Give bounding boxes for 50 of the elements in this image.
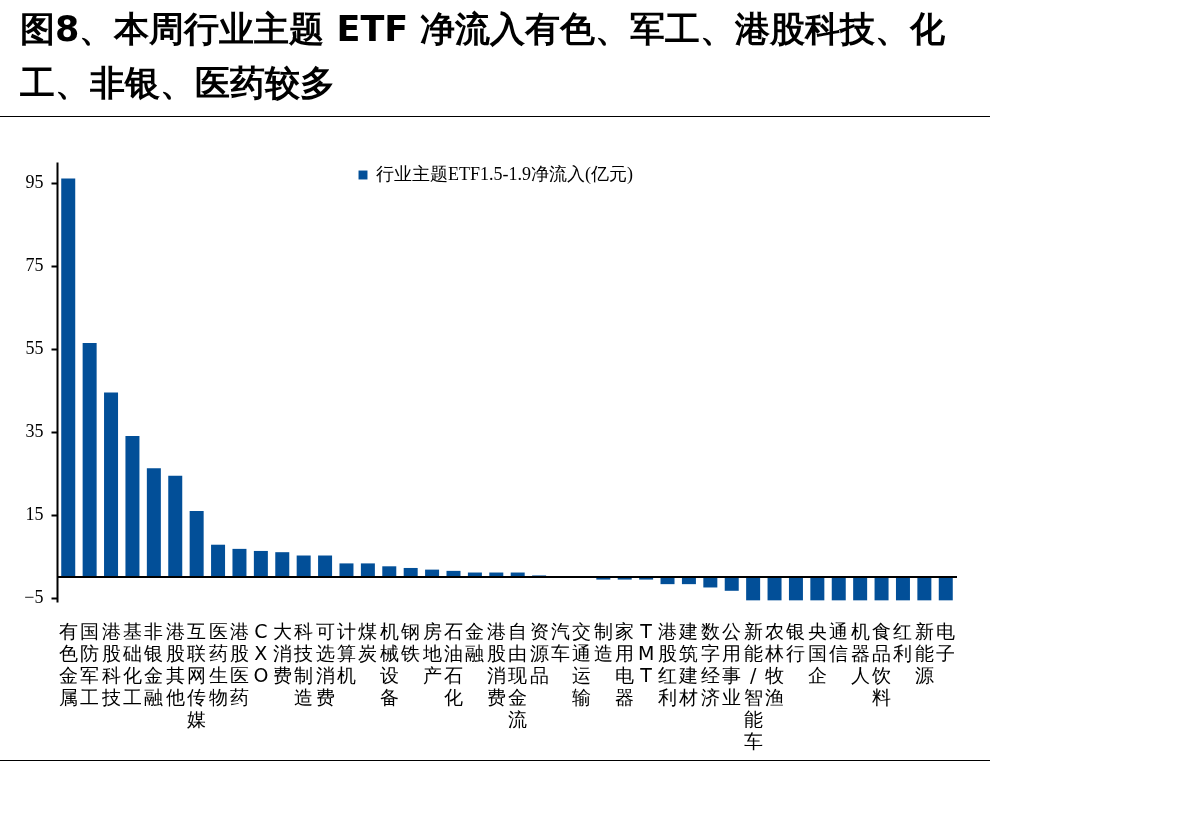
x-tick-label: 互联网传媒 [187,619,207,730]
x-tick-label: 汽车 [551,619,571,664]
x-tick-label: 资源品 [529,619,549,686]
y-tick-label: 15 [25,504,44,525]
x-tick-label: 电子 [936,619,956,664]
x-tick-label: 新能/智能车 [743,619,763,752]
x-tick-label: 港股医药 [229,619,249,708]
x-tick-label: TMT [637,619,655,686]
x-tick-label: 食品饮料 [871,619,892,708]
x-tick-label: 红利 [893,619,913,664]
x-tick-label: 医药生物 [208,619,228,708]
x-tick-label: 非银金融 [143,619,164,708]
x-tick-label: 港股红利 [658,619,678,708]
x-tick-label: 数字经济 [700,619,720,708]
x-tick-label: 央国企 [807,619,827,686]
x-tick-label: 农林牧渔 [764,619,785,708]
x-tick-label: 建筑建材 [678,619,699,708]
x-tick-label: 石油石化 [443,619,463,708]
x-tick-label: 煤炭 [358,619,378,664]
x-tick-label: 有色金属 [58,619,78,708]
x-tick-label: 房地产 [421,619,442,686]
x-tick-label: 公用事业 [722,619,742,708]
y-tick-label: 75 [25,255,44,276]
x-tick-label: 港股消费 [486,619,506,708]
x-tick-label: 新能源 [914,619,934,686]
x-tick-label: 家用电器 [615,619,635,708]
x-tick-label: 制造 [593,619,613,664]
x-tick-label: 科技制造 [293,619,314,708]
x-tick-label: 银行 [785,619,806,664]
x-tick-label: 机器人 [850,619,870,686]
x-tick-label: 可选消费 [315,619,335,708]
x-tick-label: 基础化工 [121,619,142,708]
x-tick-label: 大消费 [272,619,292,686]
y-tick-label: 55 [25,338,44,359]
x-tick-label: 计算机 [336,619,356,686]
x-tick-label: 港股其他 [165,619,185,708]
x-tick-label: 机械设备 [379,619,399,708]
x-tick-label: 港股科技 [100,619,121,708]
x-tick-label: 交通运输 [572,619,592,708]
x-tick-label: 钢铁 [400,619,421,664]
x-tick-label: CXO [253,619,269,686]
x-tick-label: 自由现金流 [508,619,528,730]
y-tick-label: 35 [25,421,44,442]
y-tick-label: −5 [24,587,44,608]
chart-title: 图8、本周行业主题 ETF 净流入有色、军工、港股科技、化工、非银、医药较多 [20,8,947,105]
x-tick-label: 金融 [465,619,485,664]
legend-label: 行业主题ETF1.5-1.9净流入(亿元) [376,164,633,185]
x-tick-label: 国防军工 [80,619,100,708]
x-tick-label: 通信 [829,619,849,664]
y-tick-label: 95 [25,172,44,193]
